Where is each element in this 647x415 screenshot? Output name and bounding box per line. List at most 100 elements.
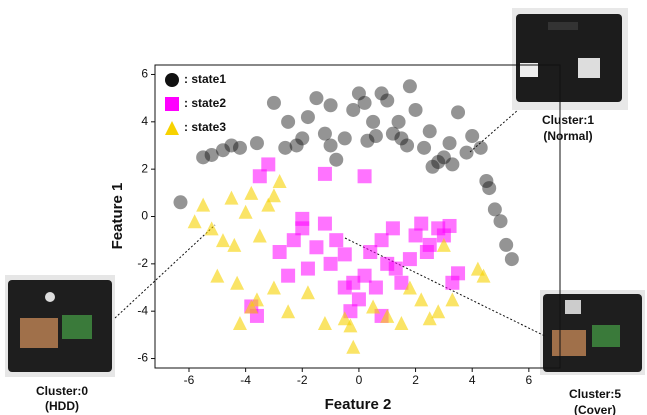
point — [436, 237, 451, 252]
point — [252, 228, 267, 243]
point — [244, 299, 259, 314]
plot-area: -6 -4 -2 0 2 4 6 -6 -4 -2 0 2 4 6: state1: state2: st… — [137, 64, 561, 387]
point — [388, 261, 403, 276]
point — [238, 204, 253, 219]
legend-marker — [165, 121, 179, 135]
point — [366, 114, 381, 129]
point — [436, 150, 451, 165]
point — [337, 311, 352, 326]
point — [465, 129, 480, 144]
point — [368, 280, 383, 295]
point — [215, 233, 230, 248]
point — [317, 166, 332, 181]
point — [442, 218, 457, 233]
point — [431, 155, 446, 170]
point — [329, 152, 344, 167]
point — [394, 275, 409, 290]
point — [470, 261, 485, 276]
point — [408, 102, 423, 117]
point — [204, 221, 219, 236]
point — [224, 190, 239, 205]
point — [232, 316, 247, 331]
point — [278, 140, 293, 155]
x-tick-label: 4 — [469, 373, 476, 387]
point — [317, 316, 332, 331]
y-tick-label: 6 — [141, 67, 148, 81]
point — [482, 181, 497, 196]
connector — [114, 224, 216, 319]
point — [173, 195, 188, 210]
point — [346, 339, 361, 354]
point — [249, 292, 264, 307]
point — [422, 124, 437, 139]
point — [323, 256, 338, 271]
point — [210, 268, 225, 283]
point — [476, 268, 491, 283]
y-axis-label: Feature 1 — [109, 183, 126, 250]
point — [374, 86, 389, 101]
point — [295, 211, 310, 226]
annotation-note: (Cover) — [574, 403, 616, 415]
point — [317, 216, 332, 231]
point — [252, 169, 267, 184]
point — [451, 105, 466, 120]
point — [281, 114, 296, 129]
point — [445, 157, 460, 172]
point — [451, 266, 466, 281]
photo-hdd — [5, 275, 115, 377]
y-tick-label: -6 — [137, 351, 148, 365]
y-tick-label: 0 — [141, 209, 148, 223]
point — [204, 147, 219, 162]
point — [360, 133, 375, 148]
point — [300, 285, 315, 300]
point — [323, 98, 338, 113]
point — [346, 102, 361, 117]
point — [351, 292, 366, 307]
x-axis-label: Feature 2 — [325, 396, 392, 413]
point — [493, 214, 508, 229]
point — [266, 188, 281, 203]
connector — [469, 109, 519, 153]
point — [400, 138, 415, 153]
point — [414, 292, 429, 307]
point — [343, 304, 358, 319]
point — [187, 214, 202, 229]
x-tick-label: -2 — [297, 373, 308, 387]
x-tick-label: 6 — [526, 373, 533, 387]
y-tick-label: 4 — [141, 114, 148, 128]
point — [385, 126, 400, 141]
point — [224, 138, 239, 153]
photo-normal — [512, 8, 628, 110]
point — [391, 114, 406, 129]
point — [445, 292, 460, 307]
point — [419, 245, 434, 260]
point — [374, 233, 389, 248]
point — [363, 245, 378, 260]
point — [499, 237, 514, 252]
x-tick-label: 0 — [356, 373, 363, 387]
legend-marker — [165, 73, 179, 87]
point — [402, 280, 417, 295]
point — [402, 79, 417, 94]
annotation-label: Cluster:5 — [569, 387, 621, 401]
point — [281, 304, 296, 319]
point — [431, 304, 446, 319]
point — [281, 268, 296, 283]
point — [473, 140, 488, 155]
point — [394, 316, 409, 331]
point — [286, 233, 301, 248]
point — [266, 95, 281, 110]
point — [394, 131, 409, 146]
point — [261, 197, 276, 212]
point — [289, 138, 304, 153]
photo-cover — [540, 290, 645, 375]
point — [422, 311, 437, 326]
point — [343, 318, 358, 333]
point — [309, 240, 324, 255]
point — [232, 140, 247, 155]
x-tick-label: -6 — [184, 373, 195, 387]
legend-label: : state2 — [184, 96, 226, 110]
point — [504, 252, 519, 267]
point — [417, 140, 432, 155]
